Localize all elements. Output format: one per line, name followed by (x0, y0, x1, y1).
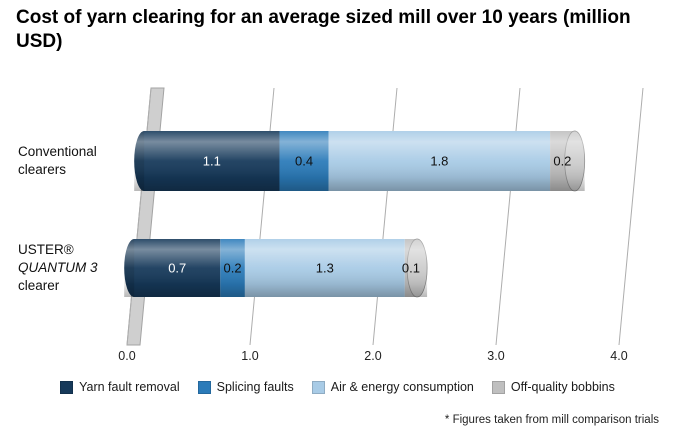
value-label: 0.2 (553, 154, 571, 169)
legend-label: Air & energy consumption (330, 380, 474, 394)
value-label: 1.1 (203, 154, 221, 169)
category-line: Conventional (18, 144, 97, 159)
legend-label: Yarn fault removal (79, 380, 180, 394)
chart-title: Cost of yarn clearing for an average siz… (16, 7, 631, 53)
x-tick-label: 2.0 (364, 349, 382, 363)
value-label: 0.7 (168, 261, 186, 276)
x-tick-label: 4.0 (610, 349, 628, 363)
category-line: USTER® (18, 242, 74, 257)
legend-swatch-icon (311, 380, 325, 394)
legend-item: Yarn fault removal (60, 380, 180, 394)
wall-3d (126, 87, 165, 346)
category-line: clearers (18, 162, 67, 177)
gridline (372, 87, 398, 346)
legend-label: Off-quality bobbins (510, 380, 615, 394)
category-line: QUANTUM 3 (18, 260, 98, 275)
legend: Yarn fault removal Splicing faults Air & e… (0, 380, 675, 394)
bar-shading (134, 131, 585, 191)
legend-item: Splicing faults (197, 380, 294, 394)
gridline (618, 87, 644, 346)
x-tick-label: 1.0 (241, 349, 259, 363)
category-label-uster: USTER® QUANTUM 3 clearer (18, 241, 98, 295)
gridline (126, 87, 152, 346)
plot-area: 1.1 0.4 1.8 0.2 0.7 0.2 1.3 0.1 (124, 87, 644, 346)
value-label: 1.3 (316, 261, 334, 276)
x-tick-label: 3.0 (487, 349, 505, 363)
category-label-conventional: Conventional clearers (18, 143, 97, 179)
value-label: 0.2 (224, 261, 242, 276)
legend-item: Off-quality bobbins (491, 380, 615, 394)
value-label: 1.8 (430, 154, 448, 169)
category-line: clearer (18, 278, 60, 293)
legend-swatch-icon (60, 380, 74, 394)
legend-swatch-icon (491, 380, 505, 394)
value-label: 0.1 (402, 261, 420, 276)
bar-shading (124, 239, 428, 297)
legend-label: Splicing faults (216, 380, 294, 394)
value-label: 0.4 (295, 154, 313, 169)
gridline (495, 87, 521, 346)
legend-item: Air & energy consumption (311, 380, 474, 394)
legend-swatch-icon (197, 380, 211, 394)
x-tick-label: 0.0 (118, 349, 136, 363)
gridline (249, 87, 275, 346)
footnote: * Figures taken from mill comparison tri… (444, 414, 659, 426)
